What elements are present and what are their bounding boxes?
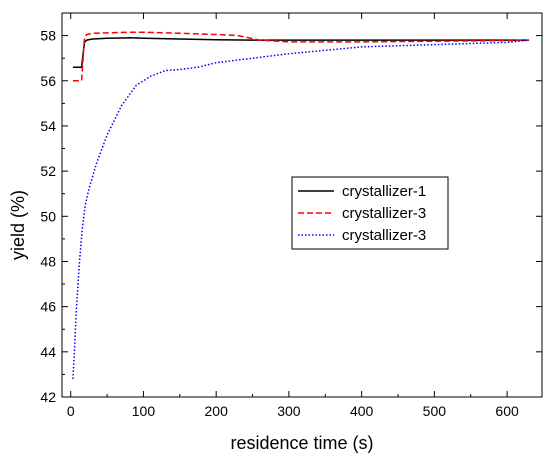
y-tick-label: 46 <box>40 299 56 315</box>
x-tick-label: 200 <box>205 403 229 419</box>
x-tick-label: 400 <box>350 403 374 419</box>
legend-label-2: crystallizer-3 <box>342 205 426 222</box>
y-tick-label: 48 <box>40 253 56 269</box>
y-tick-label: 52 <box>40 163 56 179</box>
series-line-2 <box>72 31 529 82</box>
plot-border <box>61 12 543 398</box>
x-tick-label: 600 <box>495 403 519 419</box>
y-tick-label: 50 <box>40 208 56 224</box>
y-tick-label: 56 <box>40 73 56 89</box>
x-tick-label: 100 <box>132 403 156 419</box>
x-tick-label: 300 <box>277 403 301 419</box>
y-tick-label: 54 <box>40 118 56 134</box>
y-tick-label: 58 <box>40 28 56 44</box>
plot-area <box>61 12 543 398</box>
x-tick-label: 500 <box>423 403 447 419</box>
axis-ticks <box>62 13 542 398</box>
y-axis-title: yield (%) <box>8 190 28 260</box>
x-axis-title: residence time (s) <box>230 433 373 453</box>
series-layer <box>72 31 529 379</box>
x-tick-label: 0 <box>67 403 75 419</box>
legend-label-3: crystallizer-3 <box>342 227 426 244</box>
legend: crystallizer-1 crystallizer-3 crystallizer… <box>291 176 449 250</box>
axis-tick-labels: 0 100 200 300 400 500 600 42 44 46 48 50 52 54 56 58 <box>40 28 519 419</box>
y-tick-label: 44 <box>40 344 56 360</box>
y-tick-label: 42 <box>40 389 56 405</box>
series-line-1 <box>72 37 529 68</box>
legend-label-1: crystallizer-1 <box>342 183 426 200</box>
